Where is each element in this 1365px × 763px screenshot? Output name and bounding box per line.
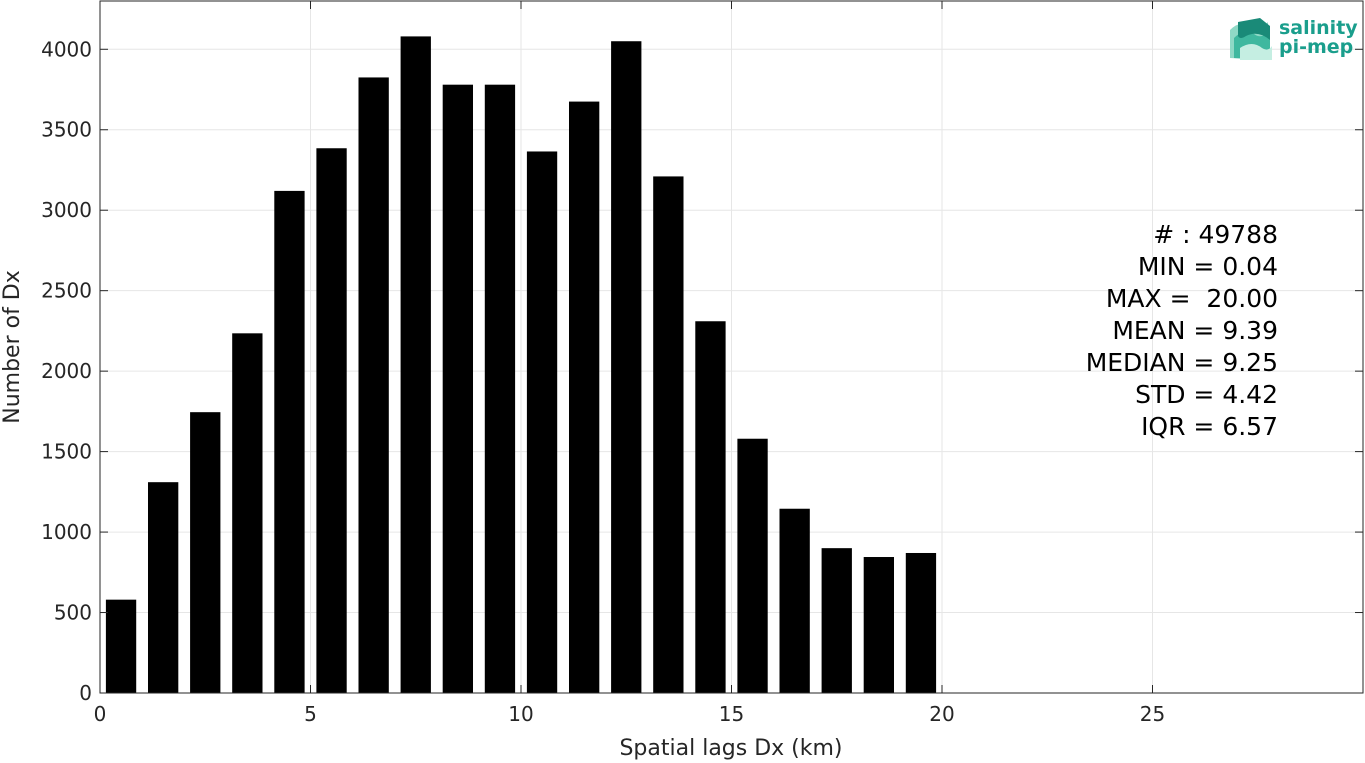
bar — [905, 552, 937, 693]
y-tick-label: 2000 — [41, 359, 92, 383]
stat-max: MAX = 20.00 — [1106, 284, 1278, 313]
bar — [442, 84, 474, 694]
bar — [274, 190, 305, 693]
stat-iqr: IQR = 6.57 — [1141, 412, 1278, 441]
bar — [147, 482, 179, 693]
bar — [232, 333, 263, 693]
y-tick-label: 3500 — [41, 118, 92, 142]
x-tick-label: 15 — [719, 702, 744, 726]
x-tick-labels: 0 5 10 15 20 25 — [94, 702, 1166, 726]
bar — [316, 148, 347, 693]
x-tick-label: 5 — [304, 702, 317, 726]
x-axis-label: Spatial lags Dx (km) — [619, 736, 842, 761]
bar — [737, 438, 768, 693]
statistics-annotation: # : 49788 MIN = 0.04 MAX = 20.00 MEAN = … — [1086, 220, 1278, 441]
stat-mean: MEAN = 9.39 — [1112, 316, 1278, 345]
bar — [779, 508, 810, 693]
y-tick-label: 0 — [79, 681, 92, 705]
bar — [358, 77, 389, 693]
bars — [105, 36, 937, 694]
grid-lines — [99, 1, 1363, 694]
y-axis-label: Number of Dx — [0, 270, 25, 424]
stat-median: MEDIAN = 9.25 — [1086, 348, 1278, 377]
x-tick-label: 20 — [929, 702, 954, 726]
bar — [821, 548, 852, 693]
bar — [400, 36, 431, 693]
y-tick-label: 3000 — [41, 198, 92, 222]
bar — [695, 321, 726, 693]
bar — [190, 412, 221, 693]
y-tick-label: 4000 — [41, 37, 92, 61]
stat-min: MIN = 0.04 — [1138, 252, 1278, 281]
bar — [568, 101, 600, 693]
bar — [653, 176, 684, 694]
bar — [484, 84, 516, 694]
bar — [611, 41, 642, 694]
stat-count: # : 49788 — [1153, 220, 1278, 249]
bar — [105, 599, 137, 693]
x-tick-label: 0 — [94, 702, 107, 726]
ticks — [99, 1, 1363, 694]
bar — [526, 151, 558, 693]
x-tick-label: 25 — [1140, 702, 1165, 726]
logo-wave-icon — [1230, 18, 1272, 60]
y-tick-label: 500 — [54, 601, 92, 625]
y-tick-labels: 0 500 1000 1500 2000 2500 3000 3500 4000 — [41, 37, 92, 705]
y-tick-label: 1500 — [41, 440, 92, 464]
y-tick-label: 2500 — [41, 279, 92, 303]
logo-text-salinity: salinity — [1279, 17, 1358, 39]
stat-std: STD = 4.42 — [1135, 380, 1278, 409]
salinity-pi-mep-logo: salinity pi-mep — [1230, 17, 1358, 60]
logo-text-pi-mep: pi-mep — [1279, 36, 1353, 58]
x-tick-label: 10 — [508, 702, 533, 726]
y-tick-label: 1000 — [41, 520, 92, 544]
bar — [863, 557, 895, 693]
